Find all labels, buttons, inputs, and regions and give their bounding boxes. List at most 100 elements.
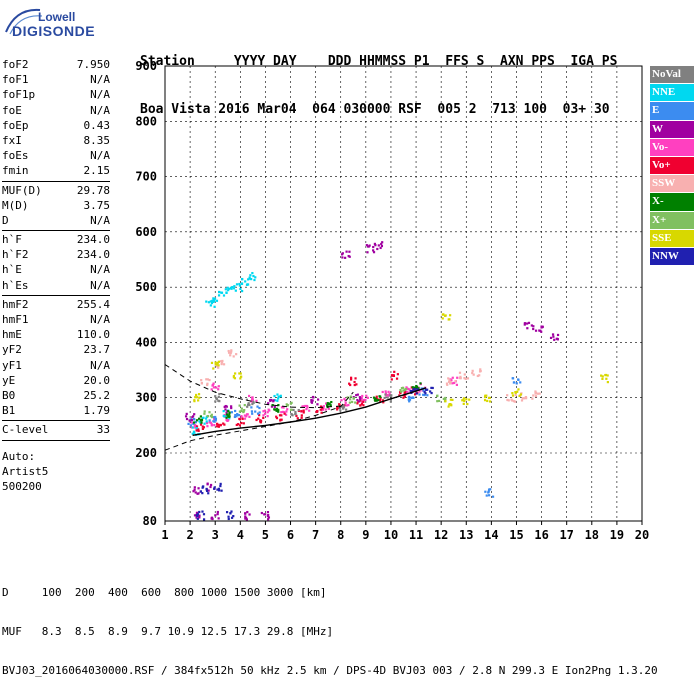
data-point [487,488,491,491]
data-point [241,289,244,293]
data-point [463,399,466,403]
data-point [205,420,208,423]
data-point [277,408,280,412]
height-profile [192,387,427,436]
x-tick-label: 7 [312,528,319,542]
data-point [507,399,510,402]
data-point [384,393,387,396]
plot-frame [164,65,643,522]
data-point [195,514,198,517]
data-point [201,492,204,495]
data-point [336,406,339,409]
data-point [267,402,270,405]
data-point [406,390,409,394]
data-point [366,251,369,254]
data-point [290,401,293,404]
data-point [356,393,359,396]
param-name: foF2 [2,58,29,71]
data-point [235,283,239,286]
data-point [212,382,215,385]
data-point [193,418,196,421]
data-point [198,510,201,514]
data-point [472,373,475,376]
data-point [199,415,202,418]
legend-item: Vo+ [650,156,694,175]
x-tick-label: 4 [237,528,244,542]
data-point [328,403,331,406]
data-point [227,515,230,518]
logo-swoosh-icon [5,8,43,35]
data-point [203,410,206,413]
data-point [387,390,390,393]
param-value: N/A [90,278,110,292]
data-point [196,513,200,516]
param-value: 2.15 [83,164,111,178]
data-point [466,377,470,380]
x-tick-label: 16 [534,528,548,542]
data-point [479,368,482,371]
data-point [195,393,198,397]
data-point [402,386,405,389]
legend-item: SSW [650,175,694,193]
data-point [441,317,444,320]
data-point [197,399,200,402]
data-point [193,421,196,424]
data-point [213,305,216,308]
data-point [389,400,392,403]
data-point [273,394,276,398]
data-point [388,392,391,395]
data-point [390,378,393,381]
data-point [268,409,271,412]
param-row: h`E N/A [2,263,110,278]
y-tick-label: 200 [135,446,157,460]
data-point [209,304,212,307]
data-point [256,405,259,408]
height-profile-dashed [164,364,341,409]
data-point [456,376,459,379]
data-point [491,495,495,498]
data-point [280,411,283,414]
data-point [459,375,462,378]
data-point [466,402,469,406]
data-point [227,415,230,418]
data-point [189,424,192,427]
data-point [514,393,517,397]
data-point [379,399,382,402]
data-point [217,487,220,490]
data-point [234,372,237,375]
param-value: 7.950 [76,58,110,71]
data-point [290,413,293,416]
data-point [276,393,279,396]
data-point [235,415,238,418]
data-point [215,425,219,428]
data-point [282,410,285,414]
data-point [534,395,538,398]
data-point [211,383,215,387]
divider [2,294,110,296]
param-value: 20.0 [83,373,111,387]
data-point [230,406,233,410]
data-point [213,487,216,490]
param-name: foE [2,103,22,117]
data-point [449,380,452,384]
param-name: yE [2,373,16,387]
data-point [346,396,349,399]
data-point [214,361,217,364]
data-point [277,404,280,407]
data-point [250,277,253,281]
data-point [241,278,244,281]
param-value: 110.0 [76,328,110,342]
data-point [217,360,221,363]
data-point [524,396,528,399]
data-point [273,405,276,409]
x-tick-label: 8 [337,528,344,542]
data-point [601,375,604,378]
data-point [193,486,196,489]
data-point [390,374,394,377]
data-point [403,388,406,392]
data-point [238,424,241,427]
param-value: 8.35 [83,133,111,147]
data-point [197,428,200,431]
data-point [600,374,603,377]
data-point [411,396,414,399]
